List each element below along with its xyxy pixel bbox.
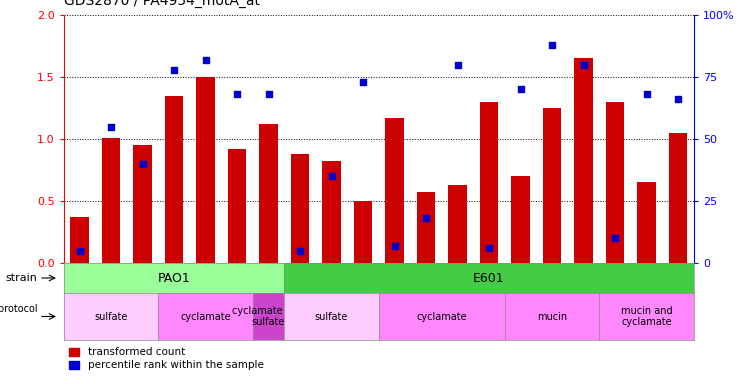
Point: [357, 79, 369, 85]
Text: sulfate: sulfate: [315, 311, 348, 321]
Point: [231, 91, 243, 98]
Bar: [416, 192, 436, 263]
Point: [105, 124, 117, 130]
Bar: [259, 124, 278, 263]
Bar: [511, 176, 530, 263]
Bar: [448, 185, 467, 263]
Bar: [385, 118, 404, 263]
Bar: [353, 201, 373, 263]
Point: [326, 173, 338, 179]
Point: [294, 248, 306, 254]
Point: [672, 96, 684, 103]
Text: E601: E601: [473, 271, 505, 285]
Bar: [574, 58, 593, 263]
Point: [609, 235, 621, 241]
Bar: [133, 145, 152, 263]
Point: [640, 91, 652, 98]
Text: GDS2870 / PA4954_motA_at: GDS2870 / PA4954_motA_at: [64, 0, 260, 8]
Text: mucin and
cyclamate: mucin and cyclamate: [621, 306, 672, 327]
Point: [420, 215, 432, 222]
Text: cyclamate and
sulfate: cyclamate and sulfate: [232, 306, 304, 327]
Text: sulfate: sulfate: [94, 311, 128, 321]
Point: [200, 56, 211, 63]
Bar: [668, 133, 688, 263]
Bar: [101, 138, 121, 263]
Point: [546, 42, 558, 48]
Text: growth protocol: growth protocol: [0, 305, 38, 314]
Bar: [322, 161, 341, 263]
Point: [262, 91, 274, 98]
Point: [168, 66, 180, 73]
Point: [514, 86, 526, 93]
Bar: [605, 102, 625, 263]
Text: strain: strain: [5, 273, 38, 283]
Point: [578, 61, 590, 68]
Point: [452, 61, 464, 68]
Bar: [227, 149, 247, 263]
Point: [136, 161, 148, 167]
Text: cyclamate: cyclamate: [416, 311, 467, 321]
Bar: [637, 182, 656, 263]
Bar: [164, 96, 184, 263]
Point: [388, 243, 400, 249]
Bar: [196, 77, 215, 263]
Text: cyclamate: cyclamate: [180, 311, 231, 321]
Bar: [479, 102, 499, 263]
Legend: transformed count, percentile rank within the sample: transformed count, percentile rank withi…: [69, 347, 263, 370]
Point: [483, 245, 495, 251]
Text: mucin: mucin: [537, 311, 567, 321]
Bar: [542, 108, 562, 263]
Bar: [290, 154, 310, 263]
Bar: [70, 217, 89, 263]
Text: PAO1: PAO1: [158, 271, 190, 285]
Point: [74, 248, 86, 254]
